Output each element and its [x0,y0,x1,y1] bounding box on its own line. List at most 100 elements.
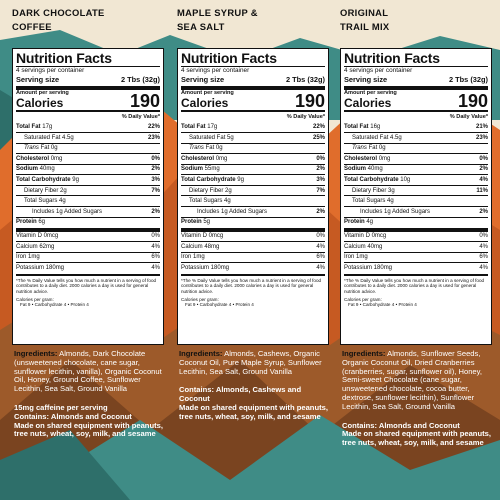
nutrient-name: Cholesterol [344,155,378,162]
nutrient-dv: 2% [479,208,488,215]
serving-size-value: 2 Tbs (32g) [285,75,325,85]
calories-label-group: Amount per serving Calories [181,90,234,110]
nutrient-label: Includes 1g Added Sugars [344,208,430,216]
nutrient-name: Protein [16,219,37,226]
nutrient-dv: 7% [316,187,325,194]
nutrient-label: Total Fat 17g [16,123,52,131]
vitamin-label: Potassium 180mg [344,264,393,271]
nutrient-name: Trans [189,145,204,152]
nutrient-name: Includes 1g Added Sugars [197,208,268,215]
nutrient-row: Total Carbohydrate 9g 3% [181,174,325,185]
nutrient-row: Total Sugars 4g [181,195,325,206]
nutrient-dv: 22% [147,124,160,131]
nutrient-amount: 5g [227,134,234,141]
calories-value: 190 [129,91,160,112]
ingredients-block: Ingredients: Almonds, Sunflower Seeds, O… [342,349,491,448]
vitamin-row: Iron 1mg 6% [344,251,488,263]
serving-size-label: Serving size [344,75,388,85]
daily-value-header: % Daily Value* [181,110,325,122]
nutrient-row: Includes 1g Added Sugars 2% [344,206,488,217]
nutrient-label: Total Sugars 4g [344,197,394,205]
nutrient-dv: 4% [479,176,488,183]
nutrient-amount: Fat 0g [205,145,223,152]
calories-row: Amount per serving Calories 190 [181,90,325,110]
daily-value-footnote: *The % Daily Value tells you how much a … [344,273,488,295]
nutrient-row: Total Fat 16g 21% [344,122,488,132]
nutrient-name: Trans [24,145,39,152]
daily-value-header: % Daily Value* [16,110,160,122]
nutrient-amount: 4.5g [390,134,402,141]
nutrient-name: Dietary Fiber [189,187,224,194]
nutrient-amount: 10g [400,176,411,183]
nutrient-label: Dietary Fiber 3g [344,187,395,195]
calories-per-gram-label: Calories per gram: [16,296,54,302]
nutrient-name: Total Fat [181,124,206,131]
vitamin-dv: 0% [479,233,488,240]
nutrient-dv: 23% [147,134,160,141]
nutrient-amount: 6g [38,219,46,226]
nutrient-row: Cholesterol 0mg 0% [16,153,160,164]
serving-size-row: Serving size 2 Tbs (32g) [16,75,160,85]
daily-value-footnote: *The % Daily Value tells you how much a … [181,273,325,295]
nutrient-label: Total Carbohydrate 9g [181,176,244,184]
nutrient-row: Total Carbohydrate 10g 4% [344,174,488,185]
product-title: ORIGINAL TRAIL MIX [340,7,390,32]
calories-label: Calories [344,96,392,111]
vitamin-label: Calcium 48mg [181,243,220,250]
serving-size-value: 2 Tbs (32g) [448,75,488,85]
vitamin-label: Iron 1mg [344,254,368,261]
nutrient-label: Trans Fat 0g [181,144,223,152]
nutrient-name: Cholesterol [16,155,50,162]
ingredients-block: Ingredients: Almonds, Cashews, Organic C… [179,349,328,421]
vitamin-label: Potassium 180mg [16,264,65,271]
nutrient-dv: 0% [479,155,488,162]
nutrient-label: Cholesterol 0mg [181,155,227,163]
daily-value-header: % Daily Value* [344,110,488,122]
nutrient-dv: 2% [479,166,488,173]
calories-per-gram-values: Fat 9 • Carbohydrate 4 • Protein 4 [348,302,417,308]
nutrient-amount: 17g [42,124,53,131]
nutrient-row: Cholesterol 0mg 0% [181,153,325,164]
nutrient-dv: 2% [151,166,160,173]
nutrient-row: Trans Fat 0g [181,142,325,154]
calories-label: Calories [16,96,64,111]
nutrient-name: Sodium [181,166,203,173]
vitamin-label: Iron 1mg [181,254,205,261]
nutrient-amount: Fat 0g [40,145,58,152]
vitamin-row: Calcium 62mg 4% [16,241,160,252]
nutrient-row: Saturated Fat 5g 25% [181,131,325,143]
serving-size-label: Serving size [16,75,60,85]
nutrient-name: Dietary Fiber [352,187,387,194]
nutrient-amount: 4g [59,198,66,205]
product-column-maple-syrup: MAPLE SYRUP & SEA SALT [177,0,329,44]
nutrient-dv: 22% [312,124,325,131]
nutrient-row: Total Fat 17g 22% [16,122,160,132]
calories-block: Amount per serving Calories 190 [16,86,160,110]
nutrient-label: Saturated Fat 5g [181,134,234,142]
nutrient-amount: 16g [370,124,381,131]
nutrient-name: Includes 1g Added Sugars [32,208,103,215]
nutrient-dv: 2% [151,208,160,215]
nutrient-dv: 3% [151,176,160,183]
vitamin-dv: 4% [479,243,488,250]
nutrient-name: Total Carbohydrate [181,176,236,183]
nutrition-facts-title: Nutrition Facts [16,50,112,66]
nutrient-amount: 0mg [50,155,63,162]
vitamin-row: Potassium 180mg 4% [16,262,160,273]
vitamin-row: Vitamin D 0mcg 0% [181,232,325,242]
calories-label-group: Amount per serving Calories [344,90,397,110]
nutrient-dv: 11% [476,187,488,194]
ingredients-block: Ingredients: Almonds, Dark Chocolate (un… [14,349,163,439]
vitamin-dv: 6% [316,254,325,261]
nutrient-label: Protein 5g [181,218,210,226]
nutrient-name: Saturated Fat [352,134,389,141]
servings-per-container: 4 servings per container [344,66,488,75]
vitamin-dv: 6% [479,254,488,261]
nutrient-label: Saturated Fat 4.5g [344,134,402,142]
nutrient-label: Sodium 55mg [181,165,220,173]
nutrient-row: Protein 6g [16,216,160,232]
nutrient-dv: 2% [316,166,325,173]
nutrient-name: Sodium [344,166,366,173]
nutrient-row: Cholesterol 0mg 0% [344,153,488,164]
nutrient-name: Cholesterol [181,155,215,162]
